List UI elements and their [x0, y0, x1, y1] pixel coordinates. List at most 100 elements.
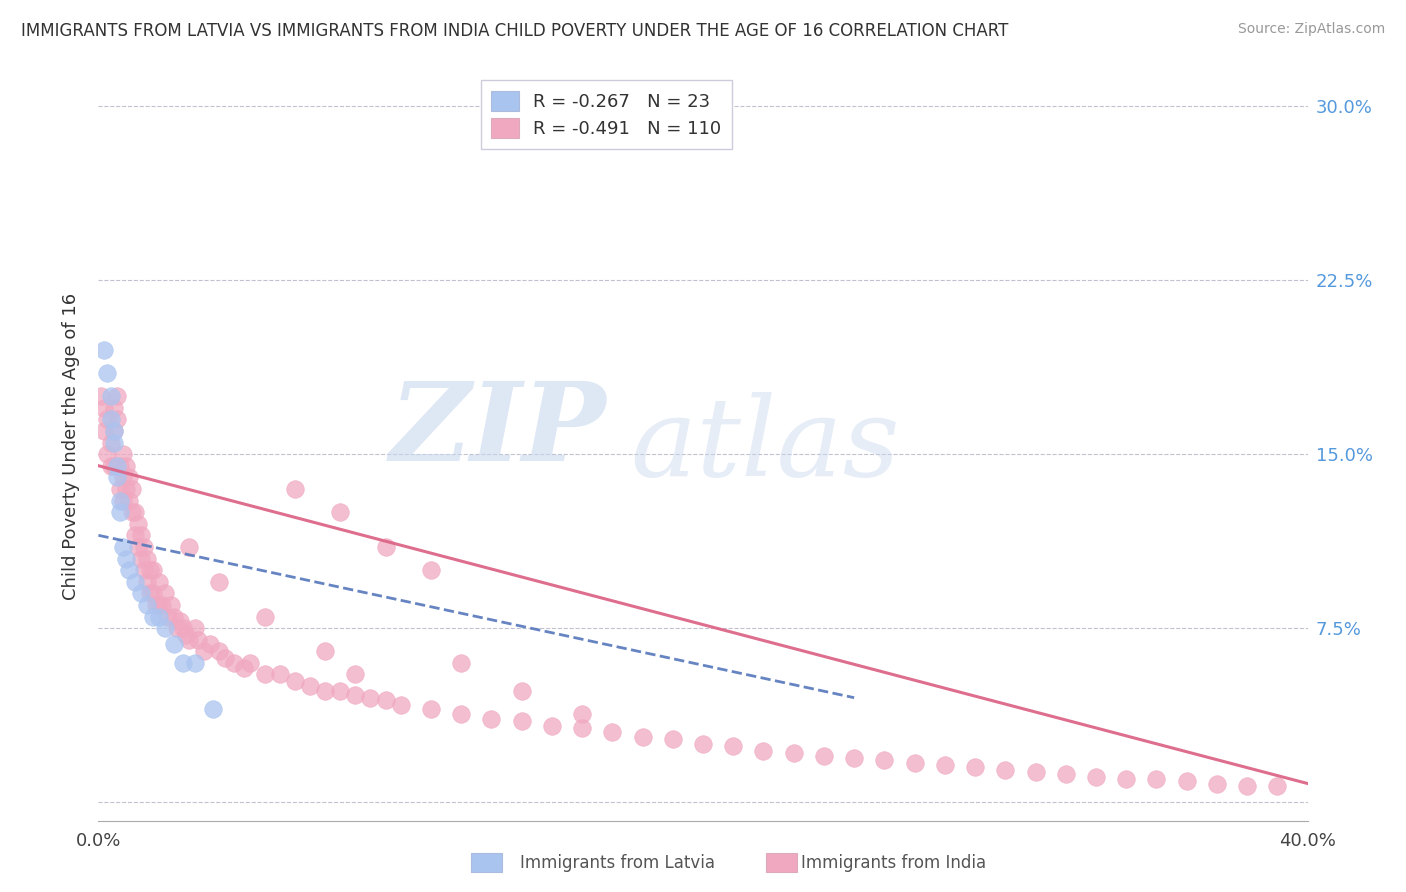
Point — [314, 644, 336, 658]
Point — [783, 747, 806, 761]
Point — [284, 674, 307, 689]
Point — [114, 482, 136, 496]
Point — [100, 412, 122, 426]
Point — [1024, 764, 1046, 779]
Text: atlas: atlas — [630, 392, 900, 500]
Point — [934, 758, 956, 772]
Point — [124, 505, 146, 519]
Point — [344, 689, 367, 703]
Point — [187, 632, 209, 647]
Point — [156, 609, 179, 624]
Point — [723, 739, 745, 754]
Point — [153, 586, 176, 600]
Point — [510, 683, 533, 698]
Legend: R = -0.267   N = 23, R = -0.491   N = 110: R = -0.267 N = 23, R = -0.491 N = 110 — [481, 80, 733, 149]
Point — [208, 574, 231, 589]
Point — [269, 667, 291, 681]
Point — [111, 540, 134, 554]
Point — [105, 412, 128, 426]
Point — [284, 482, 307, 496]
Point — [450, 656, 472, 670]
Point — [214, 651, 236, 665]
Point — [129, 551, 152, 566]
Point — [96, 447, 118, 461]
Point — [169, 614, 191, 628]
Point — [103, 424, 125, 438]
Point — [135, 551, 157, 566]
Point — [150, 598, 173, 612]
Point — [121, 482, 143, 496]
Text: Immigrants from India: Immigrants from India — [801, 855, 987, 872]
Point — [389, 698, 412, 712]
Point — [118, 493, 141, 508]
Point — [329, 505, 352, 519]
Point — [100, 435, 122, 450]
Point — [965, 760, 987, 774]
Point — [202, 702, 225, 716]
Point — [1115, 772, 1137, 786]
Point — [105, 470, 128, 484]
Point — [108, 493, 131, 508]
Point — [844, 751, 866, 765]
Point — [153, 621, 176, 635]
Point — [105, 458, 128, 473]
Point — [105, 389, 128, 403]
Point — [540, 718, 562, 732]
Point — [571, 706, 593, 721]
Point — [103, 424, 125, 438]
Point — [253, 667, 276, 681]
Point — [148, 609, 170, 624]
Point — [314, 683, 336, 698]
Point — [103, 401, 125, 415]
Point — [208, 644, 231, 658]
Point — [239, 656, 262, 670]
Point — [129, 528, 152, 542]
Point — [450, 706, 472, 721]
Point — [631, 730, 654, 744]
Point — [111, 493, 134, 508]
Point — [172, 656, 194, 670]
Point — [118, 563, 141, 577]
Point — [602, 725, 624, 739]
Point — [145, 598, 167, 612]
Point — [420, 563, 443, 577]
Point — [1267, 779, 1289, 793]
Point — [142, 609, 165, 624]
Point — [121, 505, 143, 519]
Point — [1175, 774, 1198, 789]
Point — [1206, 776, 1229, 790]
Point — [108, 458, 131, 473]
Point — [114, 551, 136, 566]
Point — [299, 679, 322, 693]
Point — [163, 637, 186, 651]
Point — [148, 598, 170, 612]
Point — [174, 628, 197, 642]
Point — [1054, 767, 1077, 781]
Point — [142, 586, 165, 600]
Point — [132, 540, 155, 554]
Point — [103, 458, 125, 473]
Point — [100, 389, 122, 403]
Point — [129, 586, 152, 600]
Point — [90, 389, 112, 403]
Point — [148, 574, 170, 589]
Text: IMMIGRANTS FROM LATVIA VS IMMIGRANTS FROM INDIA CHILD POVERTY UNDER THE AGE OF 1: IMMIGRANTS FROM LATVIA VS IMMIGRANTS FRO… — [21, 22, 1008, 40]
Point — [752, 744, 775, 758]
Point — [135, 574, 157, 589]
Point — [108, 505, 131, 519]
Point — [127, 540, 149, 554]
Text: ZIP: ZIP — [389, 377, 606, 484]
Point — [111, 470, 134, 484]
Point — [103, 435, 125, 450]
Point — [1085, 770, 1108, 784]
Point — [179, 632, 201, 647]
Point — [1144, 772, 1167, 786]
Point — [420, 702, 443, 716]
Point — [184, 656, 207, 670]
Point — [139, 563, 162, 577]
Point — [813, 748, 835, 763]
Point — [661, 732, 683, 747]
Point — [160, 598, 183, 612]
Point — [96, 412, 118, 426]
Point — [142, 563, 165, 577]
